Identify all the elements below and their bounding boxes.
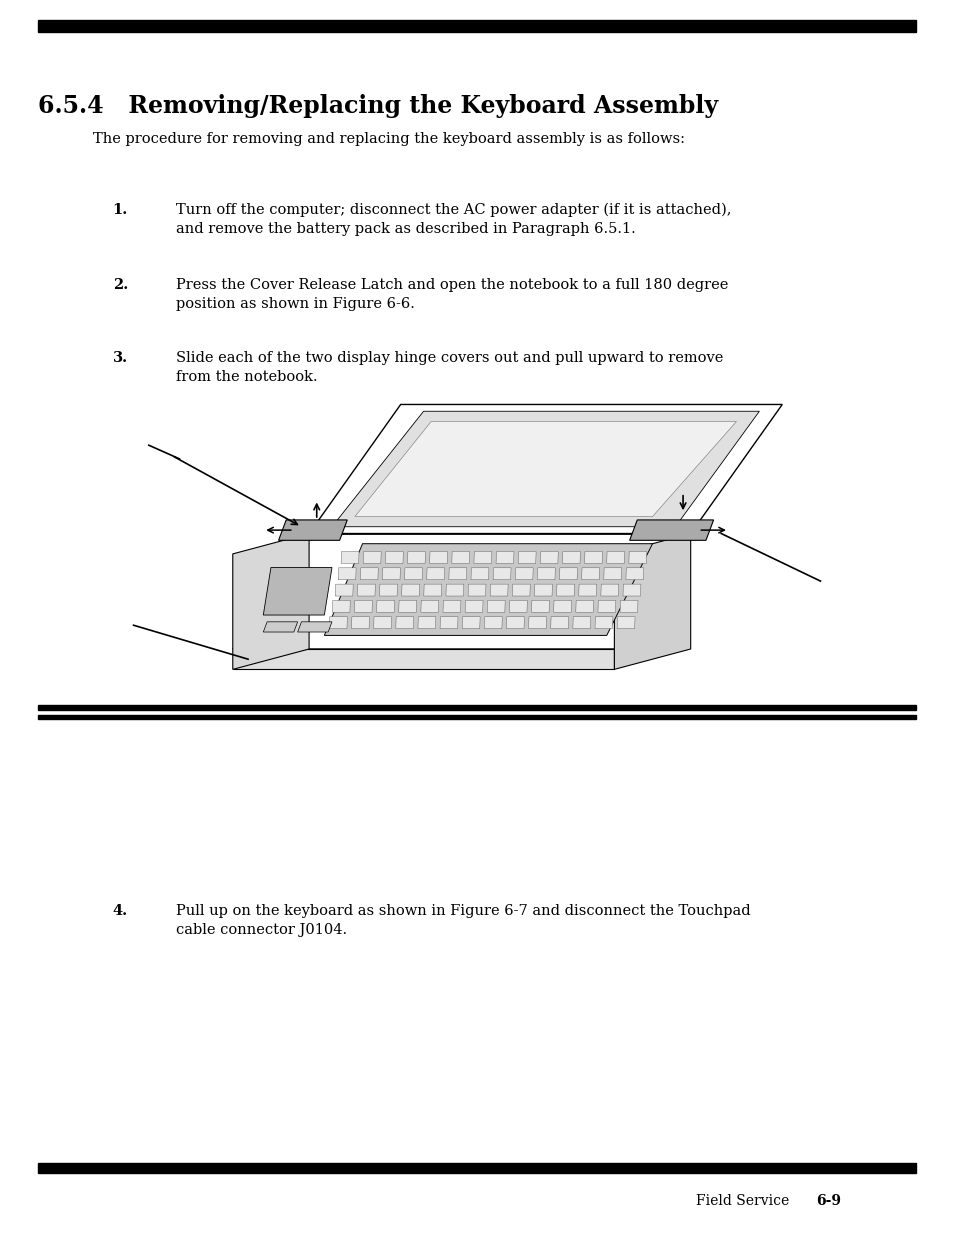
Polygon shape xyxy=(278,520,347,541)
Polygon shape xyxy=(401,584,419,597)
Polygon shape xyxy=(493,568,511,579)
Polygon shape xyxy=(426,568,444,579)
Text: Turn off the computer; disconnect the AC power adapter (if it is attached),
and : Turn off the computer; disconnect the AC… xyxy=(176,203,731,236)
Polygon shape xyxy=(562,552,579,563)
Polygon shape xyxy=(468,584,485,597)
Polygon shape xyxy=(374,616,391,629)
Polygon shape xyxy=(465,600,482,613)
Polygon shape xyxy=(355,421,736,516)
Polygon shape xyxy=(606,552,624,563)
Polygon shape xyxy=(363,552,381,563)
Polygon shape xyxy=(595,616,612,629)
Text: 2.: 2. xyxy=(112,278,128,291)
Polygon shape xyxy=(420,600,438,613)
Polygon shape xyxy=(332,411,759,526)
Polygon shape xyxy=(528,616,546,629)
Bar xyxy=(38,1163,915,1173)
Polygon shape xyxy=(490,584,508,597)
Polygon shape xyxy=(379,584,397,597)
Polygon shape xyxy=(263,622,297,632)
Polygon shape xyxy=(506,616,524,629)
Polygon shape xyxy=(423,584,441,597)
Text: 1.: 1. xyxy=(112,203,128,216)
Polygon shape xyxy=(360,568,377,579)
Polygon shape xyxy=(233,650,614,669)
Polygon shape xyxy=(619,600,638,613)
Polygon shape xyxy=(395,616,414,629)
Text: The procedure for removing and replacing the keyboard assembly is as follows:: The procedure for removing and replacing… xyxy=(93,132,685,146)
Polygon shape xyxy=(622,584,640,597)
Polygon shape xyxy=(496,552,514,563)
Polygon shape xyxy=(297,622,332,632)
Polygon shape xyxy=(309,405,781,534)
Polygon shape xyxy=(553,600,571,613)
Polygon shape xyxy=(452,552,469,563)
Polygon shape xyxy=(439,616,457,629)
Polygon shape xyxy=(233,534,309,669)
Text: Pull up on the keyboard as shown in Figure 6-7 and disconnect the Touchpad
cable: Pull up on the keyboard as shown in Figu… xyxy=(176,904,750,937)
Polygon shape xyxy=(448,568,466,579)
Text: 6.5.4   Removing/Replacing the Keyboard Assembly: 6.5.4 Removing/Replacing the Keyboard As… xyxy=(38,94,718,117)
Polygon shape xyxy=(603,568,621,579)
Polygon shape xyxy=(512,584,530,597)
Polygon shape xyxy=(581,568,598,579)
Polygon shape xyxy=(351,616,369,629)
Polygon shape xyxy=(550,616,568,629)
Polygon shape xyxy=(376,600,395,613)
Polygon shape xyxy=(576,600,593,613)
Polygon shape xyxy=(407,552,425,563)
Polygon shape xyxy=(445,584,463,597)
Bar xyxy=(38,705,915,710)
Polygon shape xyxy=(357,584,375,597)
Polygon shape xyxy=(584,552,602,563)
Polygon shape xyxy=(233,534,690,650)
Polygon shape xyxy=(517,552,536,563)
Polygon shape xyxy=(429,552,447,563)
Polygon shape xyxy=(487,600,505,613)
Polygon shape xyxy=(625,568,643,579)
Text: Field Service: Field Service xyxy=(696,1194,789,1208)
Polygon shape xyxy=(572,616,590,629)
Bar xyxy=(38,715,915,719)
Polygon shape xyxy=(329,616,347,629)
Polygon shape xyxy=(617,616,635,629)
Polygon shape xyxy=(324,543,652,636)
Polygon shape xyxy=(531,600,549,613)
Polygon shape xyxy=(614,534,690,669)
Polygon shape xyxy=(578,584,596,597)
Polygon shape xyxy=(417,616,436,629)
Text: 6-9: 6-9 xyxy=(815,1194,840,1208)
Text: 3.: 3. xyxy=(112,351,128,364)
Polygon shape xyxy=(404,568,422,579)
Polygon shape xyxy=(398,600,416,613)
Polygon shape xyxy=(534,584,552,597)
Polygon shape xyxy=(539,552,558,563)
Polygon shape xyxy=(484,616,501,629)
Polygon shape xyxy=(382,568,400,579)
Polygon shape xyxy=(558,568,577,579)
Polygon shape xyxy=(629,520,713,541)
Polygon shape xyxy=(509,600,527,613)
Polygon shape xyxy=(474,552,492,563)
Polygon shape xyxy=(515,568,533,579)
Polygon shape xyxy=(332,600,350,613)
Polygon shape xyxy=(600,584,618,597)
Polygon shape xyxy=(471,568,488,579)
Text: 4.: 4. xyxy=(112,904,128,918)
Text: Slide each of the two display hinge covers out and pull upward to remove
from th: Slide each of the two display hinge cove… xyxy=(176,351,723,384)
Polygon shape xyxy=(335,584,353,597)
Bar xyxy=(38,20,915,32)
Polygon shape xyxy=(461,616,479,629)
Polygon shape xyxy=(341,552,358,563)
Polygon shape xyxy=(385,552,403,563)
Polygon shape xyxy=(337,568,355,579)
Polygon shape xyxy=(598,600,616,613)
Polygon shape xyxy=(442,600,460,613)
Text: Press the Cover Release Latch and open the notebook to a full 180 degree
positio: Press the Cover Release Latch and open t… xyxy=(176,278,728,311)
Polygon shape xyxy=(263,568,332,615)
Polygon shape xyxy=(537,568,555,579)
Polygon shape xyxy=(556,584,574,597)
Polygon shape xyxy=(355,600,372,613)
Polygon shape xyxy=(628,552,646,563)
